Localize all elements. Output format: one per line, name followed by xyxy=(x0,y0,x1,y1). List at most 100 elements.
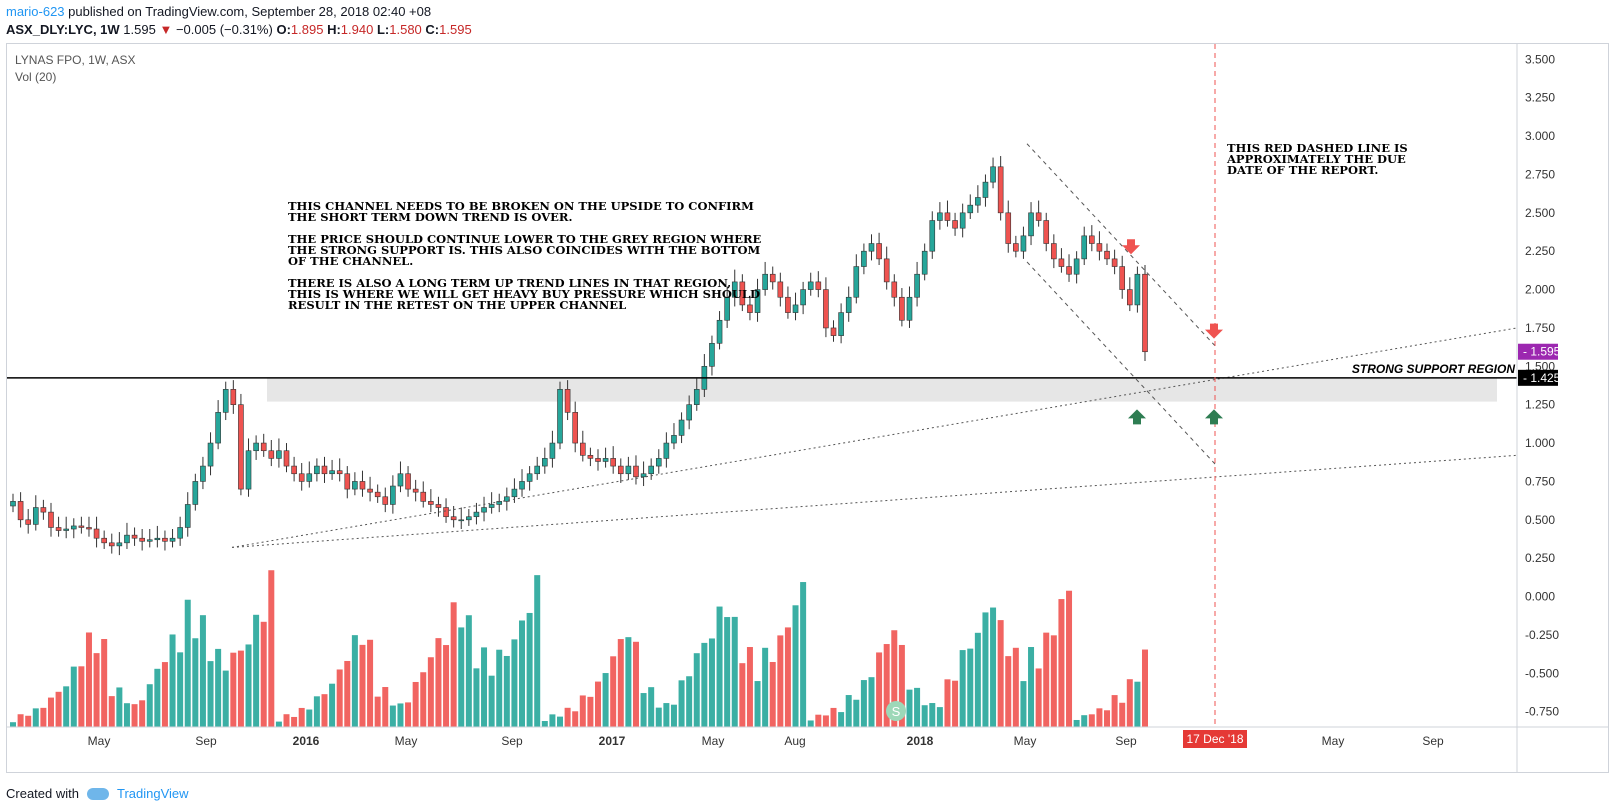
volume-bar xyxy=(473,668,480,727)
candle-body xyxy=(291,465,297,475)
candle-body xyxy=(921,250,928,275)
volume-bar xyxy=(731,616,738,727)
candle xyxy=(997,156,1004,221)
candle-body xyxy=(937,212,943,221)
volume-bar xyxy=(868,677,875,727)
volume-bar xyxy=(519,620,526,727)
candle xyxy=(1127,277,1133,312)
volume-bar xyxy=(260,621,267,727)
volume-bar xyxy=(739,663,746,727)
y-tick-label: 2.250 xyxy=(1525,244,1555,258)
candle xyxy=(124,522,130,549)
channel-note-line: THIS CHANNEL NEEDS TO BE BROKEN ON THE U… xyxy=(288,199,754,213)
x-tick-label: May xyxy=(395,734,418,748)
candle-body xyxy=(952,220,958,229)
candle xyxy=(192,473,199,511)
x-tick-label: Sep xyxy=(195,734,217,748)
candle xyxy=(792,292,799,321)
uptrend-line-upper xyxy=(231,327,1518,548)
channel-note-line: THERE IS ALSO A LONG TERM UP TREND LINES… xyxy=(288,276,731,290)
high-value: 1.940 xyxy=(340,22,374,37)
volume-bar xyxy=(746,647,753,727)
volume-bar xyxy=(792,605,799,727)
candle xyxy=(602,447,609,468)
candle xyxy=(861,243,867,275)
candle-body xyxy=(625,465,632,475)
candle xyxy=(1089,225,1095,252)
x-tick-label: Sep xyxy=(1115,734,1137,748)
candle-body xyxy=(63,528,69,531)
candle-body xyxy=(640,473,647,478)
volume-bar xyxy=(830,707,837,727)
volume-bar xyxy=(921,705,928,727)
candle-body xyxy=(975,197,981,206)
candle xyxy=(276,438,282,468)
candle-body xyxy=(807,281,814,290)
volume-bar xyxy=(883,644,890,727)
tradingview-link[interactable]: TradingView xyxy=(116,786,189,801)
channel-note-line: THE PRICE SHOULD CONTINUE LOWER TO THE G… xyxy=(288,232,762,246)
candle xyxy=(1081,226,1088,266)
chart-canvas[interactable]: 3.500 3.250 3.000 2.750 2.500 2.250 2.000 1.750… xyxy=(7,44,1608,772)
volume-bar xyxy=(853,699,860,727)
candle xyxy=(253,435,259,460)
candle-body xyxy=(572,412,579,444)
volume-bar xyxy=(701,642,708,727)
candle-body xyxy=(93,528,100,539)
y-tick-label: -0.500 xyxy=(1525,666,1559,680)
candle-body xyxy=(192,481,199,505)
candle xyxy=(572,401,579,453)
volume-bar xyxy=(291,716,298,727)
volume-bar xyxy=(541,721,548,727)
candle xyxy=(617,458,624,483)
y-tick-label: 1.250 xyxy=(1525,398,1555,412)
candle-body xyxy=(830,327,837,336)
candle-body xyxy=(1028,212,1034,237)
candle xyxy=(25,509,31,534)
volume-bar xyxy=(450,602,457,727)
y-tick-label: 2.750 xyxy=(1525,167,1555,181)
candle-body xyxy=(298,473,305,482)
candle xyxy=(1134,266,1141,313)
y-tick-label: 0.750 xyxy=(1525,474,1555,488)
volume-bar xyxy=(594,681,601,727)
candle-body xyxy=(1005,212,1012,244)
candle-body xyxy=(1066,266,1072,275)
chart-frame[interactable]: 3.500 3.250 3.000 2.750 2.500 2.250 2.000 1.750… xyxy=(6,43,1609,773)
volume-bar xyxy=(952,680,959,727)
candle-body xyxy=(792,304,799,313)
candle xyxy=(747,295,753,321)
volume-bar xyxy=(70,666,77,727)
volume-bar xyxy=(154,668,161,727)
volume-bar xyxy=(815,714,822,727)
volume-bar xyxy=(329,683,336,727)
candle xyxy=(146,529,153,548)
candle xyxy=(929,211,936,259)
y-tick-label: 2.000 xyxy=(1525,283,1555,297)
candle-body xyxy=(1073,258,1080,275)
candle xyxy=(93,516,100,548)
candle-body xyxy=(526,473,533,482)
y-tick-label: 1.500 xyxy=(1525,359,1555,373)
candle-body xyxy=(412,488,419,493)
tradingview-logo-icon xyxy=(86,787,109,800)
candle-body xyxy=(40,507,47,513)
candle xyxy=(40,499,47,520)
volume-bar xyxy=(1073,719,1080,727)
volume-bar xyxy=(25,715,32,727)
candle-body xyxy=(602,458,609,462)
volume-bar xyxy=(640,693,647,727)
volume-bar xyxy=(784,627,791,727)
candle xyxy=(367,476,373,502)
volume-bar xyxy=(17,714,24,727)
candle xyxy=(374,484,381,503)
volume-bar xyxy=(268,570,275,727)
symbol-ohlc-bar: ASX_DLY:LYC, 1W 1.595 ▼ −0.005 (−0.31%) … xyxy=(6,22,472,37)
candle xyxy=(298,463,305,491)
author-link[interactable]: mario-623 xyxy=(6,4,65,19)
candle xyxy=(63,516,69,539)
candle-body xyxy=(101,537,107,544)
candle xyxy=(131,527,138,546)
volume-bar xyxy=(572,711,579,727)
candle xyxy=(390,475,396,514)
